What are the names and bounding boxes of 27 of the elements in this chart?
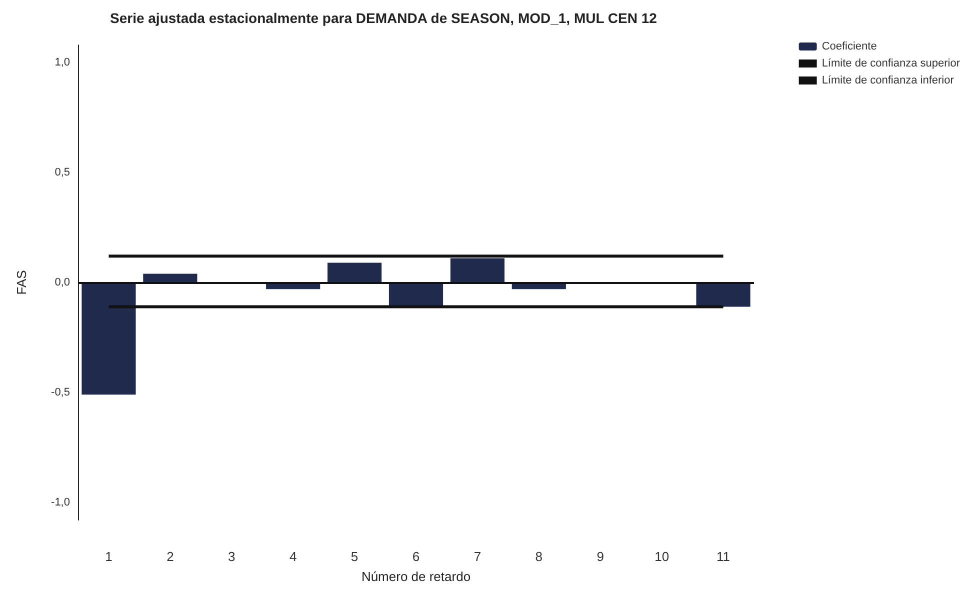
- x-tick-label: 6: [412, 549, 420, 564]
- y-tick-label: 0,0: [54, 276, 70, 288]
- x-tick-label: 4: [289, 549, 297, 564]
- bar: [696, 282, 750, 307]
- x-tick-label: 3: [228, 549, 236, 564]
- y-tick-label: 0,5: [54, 166, 70, 179]
- legend-label: Límite de confianza superior: [822, 58, 960, 70]
- x-tick-label: 5: [350, 549, 358, 564]
- y-tick-label: -1,0: [51, 496, 70, 508]
- x-tick-label: 10: [654, 549, 670, 564]
- chart-title: Serie ajustada estacionalmente para DEMANDA de SEASON, MOD_1, MUL CEN 12: [110, 10, 658, 26]
- bar: [450, 258, 504, 282]
- legend-label: Límite de confianza inferior: [822, 74, 954, 86]
- x-tick-label: 11: [716, 549, 730, 564]
- x-axis-title: Número de retardo: [361, 569, 471, 584]
- x-tick-label: 7: [474, 549, 482, 564]
- x-tick-label: 9: [596, 549, 604, 564]
- bar: [328, 262, 382, 282]
- x-tick-label: 2: [166, 549, 174, 564]
- bar: [82, 282, 136, 395]
- legend-label: Coeficiente: [822, 40, 877, 52]
- x-tick-label: 1: [105, 549, 112, 564]
- bar: [143, 274, 198, 282]
- y-axis-title: FAS: [14, 270, 29, 295]
- x-tick-label: 8: [535, 549, 543, 564]
- y-tick-label: 1,0: [54, 56, 70, 69]
- y-tick-label: -0,5: [51, 386, 70, 398]
